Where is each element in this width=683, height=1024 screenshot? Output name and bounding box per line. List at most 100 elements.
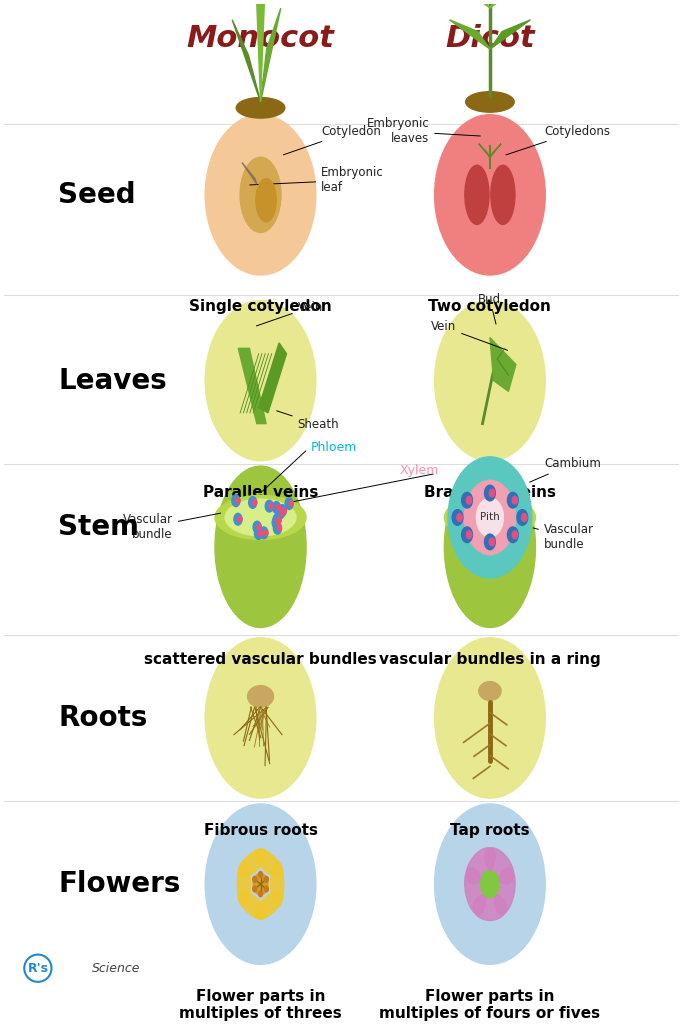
Circle shape [452, 510, 463, 525]
Text: R's: R's [27, 962, 48, 975]
Circle shape [464, 480, 516, 555]
Polygon shape [490, 19, 531, 49]
Circle shape [234, 513, 242, 525]
Circle shape [259, 871, 262, 878]
Ellipse shape [236, 97, 285, 118]
Text: Xylem: Xylem [400, 464, 439, 477]
Ellipse shape [255, 891, 283, 920]
Circle shape [255, 527, 262, 540]
Text: Flowers: Flowers [58, 870, 180, 898]
Text: Fibrous roots: Fibrous roots [204, 822, 318, 838]
Text: Vascular
bundle: Vascular bundle [533, 523, 594, 551]
Circle shape [277, 525, 281, 531]
Circle shape [273, 514, 281, 525]
Circle shape [253, 877, 257, 883]
Circle shape [484, 535, 495, 550]
Circle shape [507, 527, 518, 543]
Ellipse shape [247, 686, 273, 708]
Circle shape [273, 522, 281, 535]
Circle shape [273, 502, 281, 513]
Ellipse shape [464, 867, 485, 914]
Circle shape [238, 516, 242, 522]
Circle shape [457, 514, 462, 521]
Circle shape [281, 510, 285, 516]
Polygon shape [490, 0, 514, 8]
Circle shape [205, 804, 316, 965]
Text: Vascular
bundle: Vascular bundle [123, 513, 221, 542]
Text: Vein: Vein [256, 301, 323, 326]
Text: Vein: Vein [431, 321, 507, 350]
Ellipse shape [225, 499, 296, 536]
Ellipse shape [240, 158, 281, 232]
Text: Seed: Seed [58, 181, 136, 209]
Polygon shape [479, 143, 490, 158]
Text: Cambium: Cambium [529, 457, 601, 482]
Ellipse shape [215, 496, 306, 540]
Ellipse shape [491, 165, 515, 224]
Polygon shape [238, 348, 266, 424]
Text: Dicot: Dicot [445, 24, 535, 53]
Circle shape [249, 497, 257, 508]
Polygon shape [260, 8, 281, 102]
Circle shape [272, 517, 280, 528]
Circle shape [277, 517, 281, 522]
Polygon shape [490, 143, 501, 158]
Circle shape [466, 497, 472, 504]
Circle shape [205, 115, 316, 275]
Circle shape [236, 498, 240, 504]
Text: Science: Science [92, 962, 141, 975]
Polygon shape [466, 0, 490, 8]
Circle shape [260, 527, 268, 539]
Polygon shape [259, 343, 286, 413]
Ellipse shape [494, 867, 515, 914]
Ellipse shape [466, 848, 495, 884]
Text: Embryonic
leaf: Embryonic leaf [250, 166, 384, 195]
Circle shape [462, 493, 473, 508]
Ellipse shape [465, 165, 489, 224]
Text: Tap roots: Tap roots [450, 822, 530, 838]
Circle shape [489, 489, 494, 497]
Circle shape [276, 519, 280, 525]
Text: Monocot: Monocot [186, 24, 335, 53]
Ellipse shape [215, 466, 306, 628]
Circle shape [264, 529, 268, 536]
Text: scattered vascular bundles: scattered vascular bundles [144, 652, 377, 668]
Circle shape [434, 300, 545, 461]
Text: Flower parts in
multiples of threes: Flower parts in multiples of threes [179, 989, 342, 1021]
Circle shape [259, 530, 262, 537]
Circle shape [481, 870, 499, 898]
Circle shape [477, 498, 503, 537]
Ellipse shape [238, 891, 266, 920]
Text: Roots: Roots [58, 703, 148, 732]
Circle shape [264, 886, 268, 892]
Circle shape [257, 524, 261, 530]
Circle shape [512, 530, 518, 539]
Text: Two cotyledon: Two cotyledon [428, 299, 551, 314]
Circle shape [277, 505, 281, 510]
Text: Bud: Bud [478, 293, 501, 325]
Ellipse shape [238, 861, 251, 907]
Circle shape [285, 498, 293, 510]
Circle shape [434, 115, 545, 275]
Ellipse shape [255, 849, 283, 878]
Text: Branched veins: Branched veins [424, 485, 556, 500]
Circle shape [259, 891, 262, 897]
Ellipse shape [485, 848, 514, 884]
Ellipse shape [445, 496, 535, 540]
Text: Embryonic
leaves: Embryonic leaves [367, 118, 480, 145]
Text: Cotyledon: Cotyledon [283, 125, 381, 155]
Circle shape [269, 503, 273, 509]
Polygon shape [449, 19, 490, 49]
Circle shape [205, 300, 316, 461]
Ellipse shape [270, 861, 283, 907]
Ellipse shape [256, 179, 277, 222]
Text: Pith: Pith [480, 512, 500, 522]
Circle shape [265, 501, 273, 512]
Circle shape [277, 507, 285, 519]
Ellipse shape [445, 466, 535, 628]
Circle shape [253, 500, 257, 506]
Text: Stem: Stem [58, 513, 139, 542]
Circle shape [517, 510, 528, 525]
Polygon shape [242, 163, 257, 184]
Circle shape [434, 638, 545, 798]
